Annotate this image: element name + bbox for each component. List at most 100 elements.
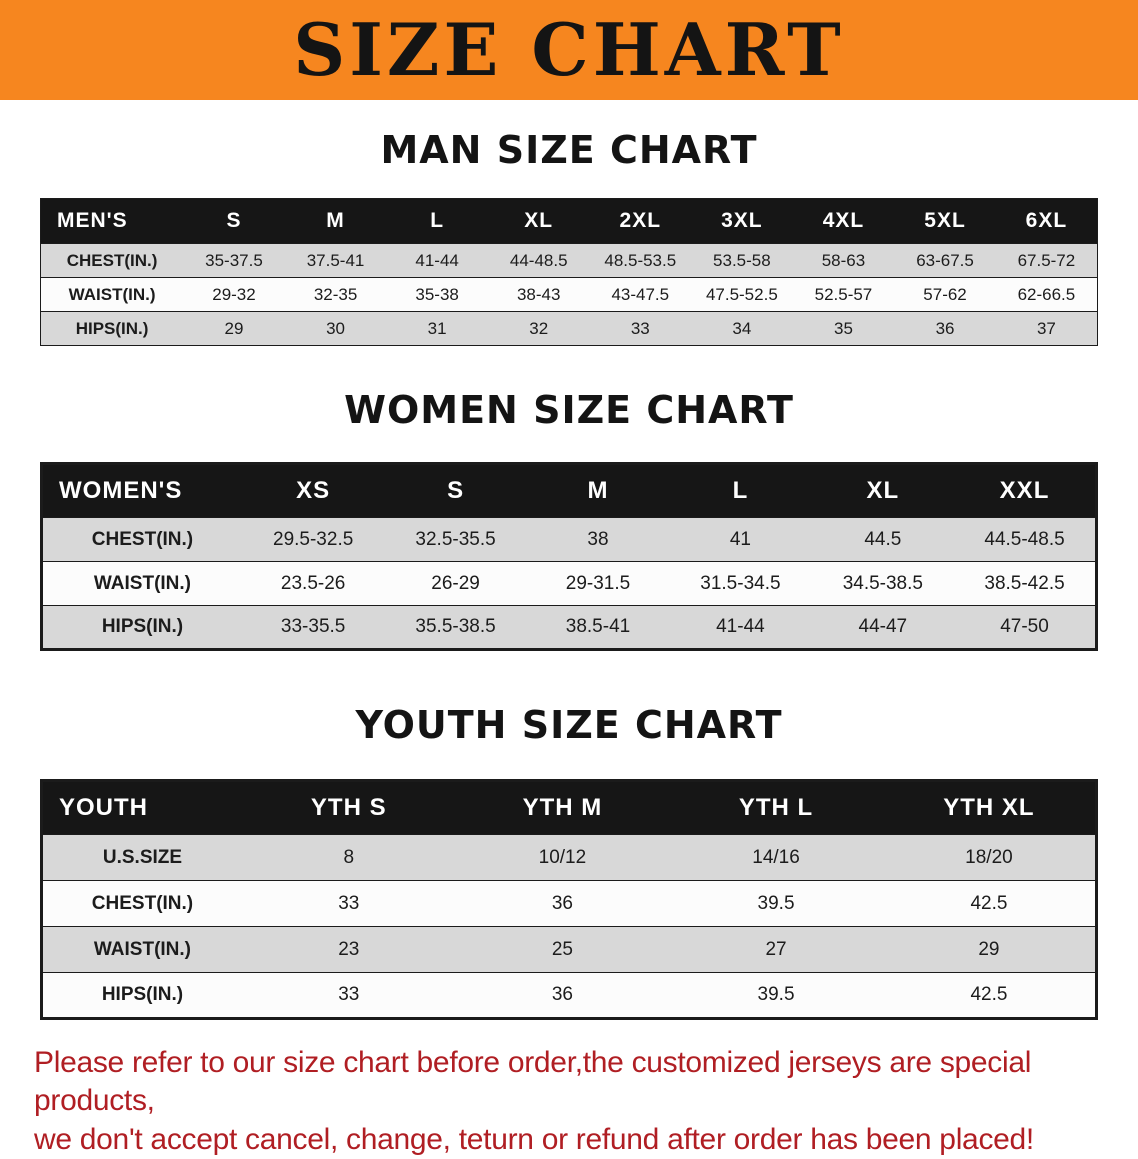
table-row: CHEST(IN.) 33 36 39.5 42.5 — [41, 880, 1097, 927]
table-header-row: MEN'S S M L XL 2XL 3XL 4XL 5XL 6XL — [40, 198, 1098, 244]
size-value-cell: 30 — [284, 311, 387, 346]
size-value-cell: 57-62 — [894, 277, 996, 312]
table-row: U.S.SIZE 8 10/12 14/16 18/20 — [41, 834, 1097, 881]
row-label: HIPS(IN.) — [41, 972, 242, 1019]
size-value-cell: 58-63 — [792, 243, 895, 278]
size-value-cell: 32-35 — [284, 277, 387, 312]
size-header-cell: S — [183, 198, 285, 244]
table-row: CHEST(IN.) 29.5-32.5 32.5-35.5 38 41 44.5 44.5… — [41, 517, 1097, 562]
size-value-cell: 41-44 — [386, 243, 488, 278]
size-value-cell: 34 — [691, 311, 793, 346]
size-value-cell: 32 — [487, 311, 590, 346]
size-chart-banner: SIZE CHART — [0, 0, 1138, 100]
size-value-cell: 44-47 — [811, 605, 955, 650]
row-label: WAIST(IN.) — [40, 277, 184, 312]
size-value-cell: 18/20 — [882, 834, 1097, 881]
size-header-cell: L — [386, 198, 488, 244]
size-value-cell: 14/16 — [669, 834, 883, 881]
size-value-cell: 8 — [241, 834, 456, 881]
size-header-cell: M — [284, 198, 387, 244]
size-header-cell: 4XL — [792, 198, 895, 244]
size-value-cell: 38.5-42.5 — [954, 561, 1097, 606]
row-label: CHEST(IN.) — [40, 243, 184, 278]
size-header-cell: XXL — [954, 463, 1097, 518]
youth-size-section: YOUTH SIZE CHART YOUTH YTH S YTH M YTH L YTH… — [0, 703, 1138, 1020]
size-value-cell: 42.5 — [882, 880, 1097, 927]
size-value-cell: 63-67.5 — [894, 243, 996, 278]
size-value-cell: 48.5-53.5 — [589, 243, 692, 278]
size-value-cell: 31 — [386, 311, 488, 346]
row-label: WAIST(IN.) — [41, 561, 242, 606]
size-value-cell: 47-50 — [954, 605, 1097, 650]
table-row: HIPS(IN.) 33 36 39.5 42.5 — [41, 972, 1097, 1019]
size-header-cell: M — [526, 463, 670, 518]
size-header-cell: YTH M — [455, 780, 670, 835]
table-title-cell: MEN'S — [40, 198, 184, 244]
size-value-cell: 29-32 — [183, 277, 285, 312]
youth-size-table: YOUTH YTH S YTH M YTH L YTH XL U.S.SIZE 8 10/12… — [40, 779, 1098, 1020]
size-header-cell: XL — [811, 463, 955, 518]
size-value-cell: 36 — [455, 972, 670, 1019]
table-row: HIPS(IN.) 29 30 31 32 33 34 35 36 37 — [40, 311, 1098, 346]
size-value-cell: 35-38 — [386, 277, 488, 312]
table-row: WAIST(IN.) 29-32 32-35 35-38 38-43 43-47.5 47.… — [40, 277, 1098, 312]
size-value-cell: 44-48.5 — [487, 243, 590, 278]
size-header-cell: 6XL — [995, 198, 1098, 244]
size-value-cell: 32.5-35.5 — [384, 517, 527, 562]
table-row: CHEST(IN.) 35-37.5 37.5-41 41-44 44-48.5 48.5… — [40, 243, 1098, 278]
size-value-cell: 25 — [455, 926, 670, 973]
size-header-cell: L — [669, 463, 812, 518]
table-title-cell: YOUTH — [41, 780, 242, 835]
size-header-cell: XL — [487, 198, 590, 244]
size-value-cell: 36 — [455, 880, 670, 927]
size-header-cell: 2XL — [589, 198, 692, 244]
table-header-row: WOMEN'S XS S M L XL XXL — [41, 463, 1097, 518]
banner-title: SIZE CHART — [293, 7, 845, 92]
size-value-cell: 29 — [882, 926, 1097, 973]
row-label: WAIST(IN.) — [41, 926, 242, 973]
size-value-cell: 29-31.5 — [526, 561, 670, 606]
size-value-cell: 33 — [241, 880, 456, 927]
size-value-cell: 10/12 — [455, 834, 670, 881]
size-header-cell: S — [384, 463, 527, 518]
size-value-cell: 39.5 — [669, 972, 883, 1019]
size-value-cell: 38-43 — [487, 277, 590, 312]
size-value-cell: 26-29 — [384, 561, 527, 606]
table-row: WAIST(IN.) 23.5-26 26-29 29-31.5 31.5-34.5 34… — [41, 561, 1097, 606]
size-value-cell: 23.5-26 — [241, 561, 385, 606]
size-value-cell: 37 — [995, 311, 1098, 346]
size-value-cell: 27 — [669, 926, 883, 973]
size-value-cell: 41-44 — [669, 605, 812, 650]
table-row: WAIST(IN.) 23 25 27 29 — [41, 926, 1097, 973]
row-label: CHEST(IN.) — [41, 880, 242, 927]
size-value-cell: 35-37.5 — [183, 243, 285, 278]
size-value-cell: 35.5-38.5 — [384, 605, 527, 650]
disclaimer-line-2: we don't accept cancel, change, teturn o… — [34, 1122, 1034, 1156]
size-value-cell: 34.5-38.5 — [811, 561, 955, 606]
size-value-cell: 47.5-52.5 — [691, 277, 793, 312]
men-size-table: MEN'S S M L XL 2XL 3XL 4XL 5XL 6XL CHEST(IN.) 35-37… — [40, 198, 1098, 346]
men-size-section: MAN SIZE CHART MEN'S S M L XL 2XL 3XL 4XL 5XL 6XL… — [0, 128, 1138, 346]
table-row: HIPS(IN.) 33-35.5 35.5-38.5 38.5-41 41-44 44-… — [41, 605, 1097, 650]
size-header-cell: 5XL — [894, 198, 996, 244]
size-value-cell: 62-66.5 — [995, 277, 1098, 312]
women-section-heading: WOMEN SIZE CHART — [344, 388, 794, 432]
disclaimer-line-1: Please refer to our size chart before or… — [34, 1046, 1032, 1118]
row-label: CHEST(IN.) — [41, 517, 242, 562]
size-header-cell: YTH XL — [882, 780, 1097, 835]
size-value-cell: 53.5-58 — [691, 243, 793, 278]
size-value-cell: 31.5-34.5 — [669, 561, 812, 606]
women-size-section: WOMEN SIZE CHART WOMEN'S XS S M L XL XXL CHEST(… — [0, 388, 1138, 651]
row-label: HIPS(IN.) — [40, 311, 184, 346]
size-value-cell: 44.5-48.5 — [954, 517, 1097, 562]
size-value-cell: 33 — [589, 311, 692, 346]
size-value-cell: 29 — [183, 311, 285, 346]
youth-section-heading: YOUTH SIZE CHART — [355, 703, 783, 747]
size-value-cell: 44.5 — [811, 517, 955, 562]
row-label: HIPS(IN.) — [41, 605, 242, 650]
size-header-cell: 3XL — [691, 198, 793, 244]
size-value-cell: 29.5-32.5 — [241, 517, 385, 562]
size-value-cell: 41 — [669, 517, 812, 562]
table-title-cell: WOMEN'S — [41, 463, 242, 518]
disclaimer-note: Please refer to our size chart before or… — [0, 1044, 1138, 1159]
